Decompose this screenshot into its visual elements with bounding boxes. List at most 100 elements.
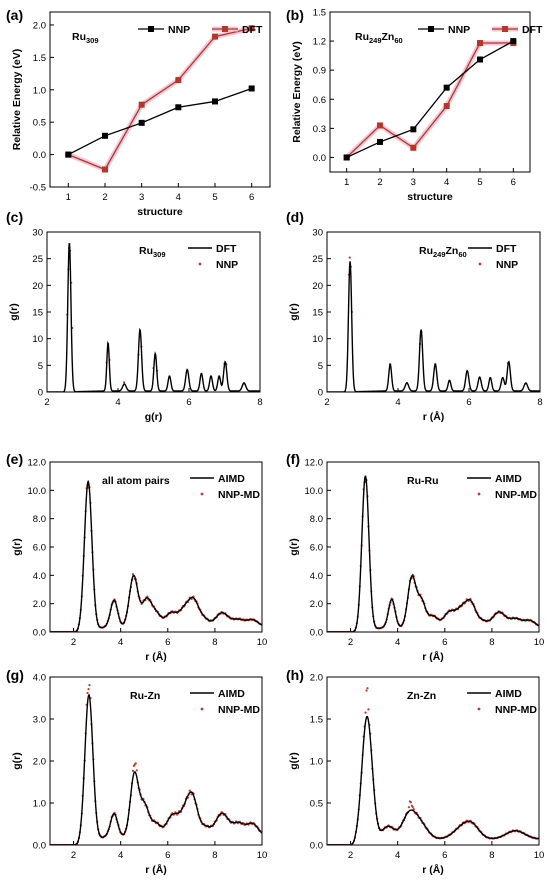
- x-tick-label: 8: [257, 397, 262, 408]
- y-axis-label: Relative Energy (eV): [11, 49, 23, 151]
- y-tick-label: 1.5: [313, 8, 326, 19]
- y-axis-label: g(r): [8, 303, 20, 321]
- y-axis-label: g(r): [11, 752, 23, 770]
- legend-label: NNP-MD: [495, 489, 537, 501]
- series-line-aimd: [327, 475, 539, 632]
- panel-d: (d) 2 4 6 8 0 5 10 15 20 25 30 r (Å) g(r) Ru249Zn60 DFT…: [286, 209, 543, 423]
- data-point-nnp: [477, 56, 483, 63]
- data-point-nnp: [510, 38, 517, 45]
- y-tick-label: 1.5: [33, 53, 46, 64]
- y-tick-label: 0.0: [33, 841, 46, 852]
- series-line-dft: [47, 243, 260, 392]
- legend-marker: [198, 262, 202, 266]
- panel-g: (g) 2 4 6 8 10 0.0 1.0 2.0 3.0 4.0 r (Å) g(r) Ru-Zn AI…: [6, 667, 267, 876]
- data-point-nnp: [248, 85, 255, 92]
- data-point: [134, 762, 137, 765]
- legend-label: NNP-MD: [218, 489, 260, 501]
- legend-label: DFT: [242, 24, 263, 36]
- data-point-nnp: [175, 104, 182, 111]
- x-tick-label: 6: [466, 397, 471, 408]
- x-tick-label: 6: [249, 192, 254, 203]
- panel-letter: (h): [286, 667, 304, 683]
- data-point-nnp: [212, 98, 218, 105]
- x-tick-label: 2: [102, 192, 107, 203]
- y-tick-label: 1.0: [310, 757, 323, 768]
- series-line-dft: [68, 27, 252, 171]
- data-point-dft: [248, 25, 255, 32]
- panel-letter: (b): [286, 7, 304, 23]
- y-tick-label: 0: [38, 388, 43, 399]
- y-tick-label: 2.0: [310, 673, 323, 684]
- y-tick-label: 8.0: [33, 514, 46, 525]
- panel-letter: (f): [286, 451, 300, 467]
- data-point: [367, 708, 370, 711]
- plot-area: [50, 479, 262, 632]
- x-tick-label: 4: [118, 850, 123, 861]
- data-point-dft: [443, 103, 450, 110]
- y-tick-label: 0: [318, 388, 323, 399]
- legend-marker: [200, 492, 204, 496]
- data-point: [365, 689, 368, 692]
- data-point-nnp: [443, 84, 450, 91]
- data-point: [364, 711, 367, 714]
- x-tick-label: 2: [71, 637, 76, 648]
- y-tick-label: 5: [318, 361, 323, 372]
- data-point: [412, 807, 415, 811]
- legend-label: DFT: [216, 243, 237, 255]
- y-tick-label: 1.5: [310, 715, 323, 726]
- data-point-dft: [102, 166, 108, 173]
- x-axis-label: g(r): [145, 411, 163, 423]
- x-axis-label: r (Å): [422, 650, 444, 663]
- data-point: [348, 256, 351, 259]
- legend-marker: [478, 262, 482, 266]
- x-tick-label: 2: [324, 397, 329, 408]
- y-tick-label: 0.0: [33, 628, 46, 639]
- y-tick-label: 30: [32, 228, 43, 239]
- plot-area: [327, 687, 539, 845]
- data-point: [407, 806, 411, 809]
- y-tick-label: 2.0: [33, 599, 46, 610]
- legend-label: NNP: [496, 259, 518, 271]
- x-axis-label: r (Å): [423, 410, 445, 423]
- data-point-dft: [377, 122, 383, 129]
- x-tick-label: 6: [442, 637, 447, 648]
- legend-marker: [477, 707, 481, 711]
- y-tick-label: 10.0: [305, 486, 324, 497]
- series-line-aimd: [327, 715, 539, 845]
- series-line-nnp: [68, 87, 252, 156]
- data-point-dft: [138, 101, 145, 108]
- x-tick-label: 4: [395, 637, 400, 648]
- panel-h: (h) 2 4 6 8 10 0.0 0.5 1.0 1.5 2.0 r (Å) g(r) Zn-Zn AI…: [286, 667, 544, 876]
- y-tick-label: 12.0: [28, 458, 47, 469]
- plot-frame: [49, 461, 263, 633]
- x-axis-label: structure: [137, 206, 183, 218]
- x-tick-label: 1: [66, 192, 71, 203]
- y-tick-label: -0.5: [30, 183, 46, 194]
- y-tick-label: 4.0: [33, 571, 46, 582]
- y-tick-label: 0.0: [313, 153, 326, 164]
- data-point: [87, 687, 90, 691]
- data-point-dft: [477, 40, 483, 47]
- data-point-nnp: [138, 119, 145, 126]
- y-tick-label: 6.0: [310, 543, 323, 554]
- y-tick-label: 0.9: [313, 66, 326, 77]
- x-tick-label: 2: [348, 637, 353, 648]
- x-tick-label: 3: [411, 177, 416, 188]
- panel-letter: (d): [286, 209, 304, 225]
- y-tick-label: 15: [32, 308, 43, 319]
- legend-label: AIMD: [495, 473, 522, 485]
- panel-letter: (a): [6, 7, 23, 23]
- x-tick-label: 8: [212, 637, 217, 648]
- x-tick-label: 8: [489, 637, 494, 648]
- x-tick-label: 6: [165, 637, 170, 648]
- x-tick-label: 10: [257, 850, 268, 861]
- composition-label: Ru309: [139, 245, 166, 259]
- legend-label: NNP-MD: [495, 704, 537, 716]
- x-tick-label: 4: [444, 177, 449, 188]
- x-tick-label: 8: [489, 850, 494, 861]
- y-tick-label: 5: [38, 361, 43, 372]
- y-tick-label: 30: [312, 228, 323, 239]
- x-axis-label: r (Å): [145, 650, 167, 663]
- data-point: [409, 801, 412, 804]
- series-points-nnp: [347, 256, 527, 385]
